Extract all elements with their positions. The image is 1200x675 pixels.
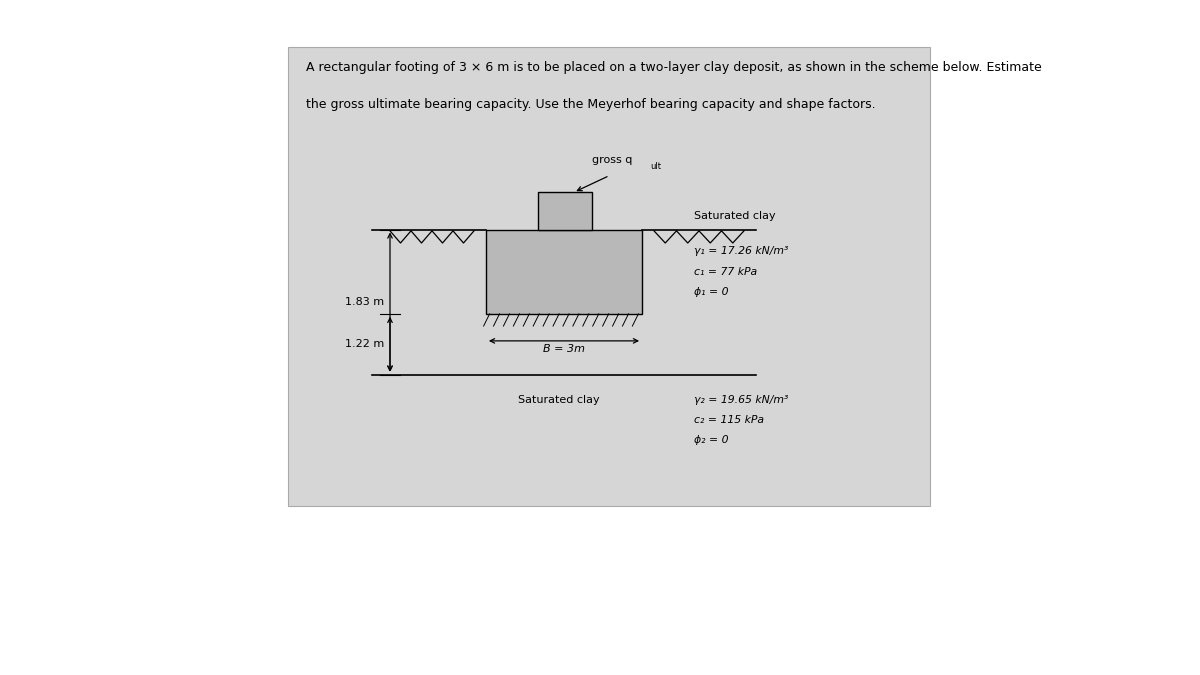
FancyBboxPatch shape [288,47,930,506]
Text: ϕ₂ = 0: ϕ₂ = 0 [694,435,728,445]
Text: 1.22 m: 1.22 m [344,340,384,349]
Text: A rectangular footing of 3 × 6 m is to be placed on a two-layer clay deposit, as: A rectangular footing of 3 × 6 m is to b… [306,61,1042,74]
Text: gross q: gross q [592,155,632,165]
Text: γ₂ = 19.65 kN/m³: γ₂ = 19.65 kN/m³ [694,395,788,405]
Text: ult: ult [650,162,661,171]
Bar [538,192,592,230]
Text: c₁ = 77 kPa: c₁ = 77 kPa [694,267,757,277]
Text: Saturated clay: Saturated clay [694,211,775,221]
Text: B = 3m: B = 3m [542,344,586,354]
Text: the gross ultimate bearing capacity. Use the Meyerhof bearing capacity and shape: the gross ultimate bearing capacity. Use… [306,98,876,111]
Text: c₂ = 115 kPa: c₂ = 115 kPa [694,415,763,425]
Text: Saturated clay: Saturated clay [518,395,600,405]
Text: γ₁ = 17.26 kN/m³: γ₁ = 17.26 kN/m³ [694,246,788,256]
Text: ϕ₁ = 0: ϕ₁ = 0 [694,287,728,297]
Bar [486,230,642,314]
Text: 1.83 m: 1.83 m [344,297,384,307]
